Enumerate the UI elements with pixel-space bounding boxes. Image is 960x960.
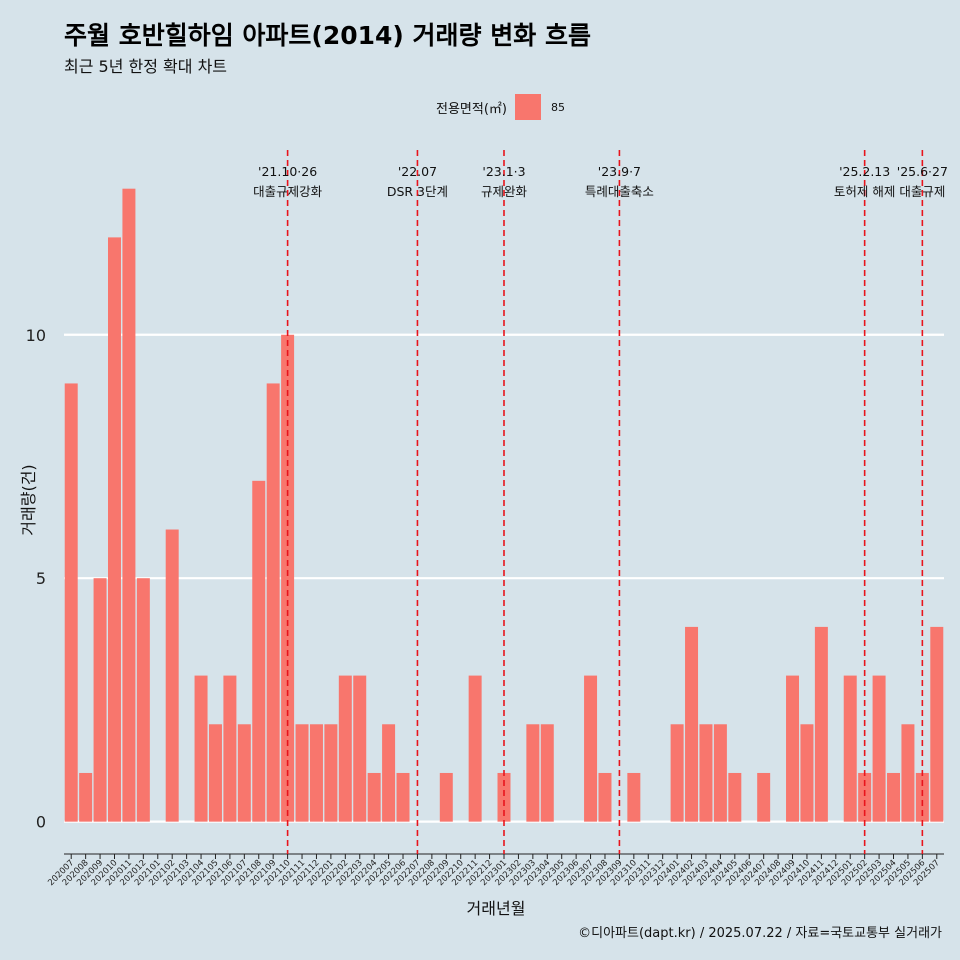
bar <box>598 772 612 822</box>
bar <box>728 772 742 822</box>
y-tick-label: 5 <box>36 569 46 588</box>
bar <box>108 237 121 822</box>
bar <box>64 383 78 822</box>
bar <box>266 383 280 822</box>
bar <box>93 578 107 822</box>
bar <box>814 626 828 822</box>
bar <box>930 626 944 822</box>
bar <box>540 724 554 822</box>
annotation-date: '22.07 <box>398 164 437 179</box>
bar <box>252 480 266 822</box>
y-axis-title: 거래량(건) <box>19 464 38 535</box>
bar <box>338 675 352 822</box>
bar <box>353 675 367 822</box>
bar <box>858 772 872 822</box>
bar <box>584 675 598 822</box>
bar <box>497 772 511 822</box>
bar <box>439 772 453 822</box>
bar <box>122 188 136 822</box>
chart-subtitle: 최근 5년 한정 확대 차트 <box>64 57 228 76</box>
bar <box>165 529 179 822</box>
bar <box>324 724 338 822</box>
bar <box>136 578 150 822</box>
bar <box>685 626 699 822</box>
bar <box>699 724 713 822</box>
legend: 전용면적(㎡) 85 <box>436 94 565 120</box>
bar <box>800 724 814 822</box>
bar <box>382 724 396 822</box>
bar <box>237 724 251 822</box>
y-tick-label: 0 <box>36 813 46 832</box>
bar <box>208 724 222 822</box>
bar <box>872 675 886 822</box>
bar <box>367 772 381 822</box>
bar <box>843 675 857 822</box>
bar <box>670 724 684 822</box>
annotation-label: DSR 3단계 <box>387 184 448 199</box>
bar <box>901 724 915 822</box>
bar <box>194 675 208 822</box>
bar <box>295 724 309 822</box>
x-axis-title: 거래년월 <box>467 899 526 918</box>
legend-label: 85 <box>550 100 565 114</box>
bar <box>887 772 900 822</box>
legend-title: 전용면적(㎡) <box>436 101 507 117</box>
annotation-label: 대출규제강화 <box>253 184 323 199</box>
chart-title: 주월 호반힐하임 아파트(2014) 거래량 변화 흐름 <box>64 21 591 50</box>
bar <box>79 772 93 822</box>
annotation-label: 규제완화 <box>481 184 528 199</box>
y-tick-label: 10 <box>26 326 46 345</box>
annotation-label: 토허제 해제 <box>834 184 895 199</box>
annotation-date: '25.6·27 <box>897 164 948 179</box>
legend-swatch <box>514 94 541 120</box>
annotation-date: '23.1·3 <box>482 164 525 179</box>
bar <box>627 772 641 822</box>
annotation-date: '21.10·26 <box>258 164 317 179</box>
annotation-date: '23.9·7 <box>598 164 641 179</box>
bar <box>223 675 237 822</box>
bar <box>396 772 410 822</box>
bar <box>786 675 800 822</box>
bar <box>526 724 540 822</box>
bar <box>468 675 482 822</box>
bar <box>309 724 323 822</box>
bar <box>281 334 295 822</box>
annotation-label: 특례대출축소 <box>585 184 654 199</box>
bar <box>713 724 727 822</box>
bar <box>757 772 771 822</box>
bar <box>915 772 929 822</box>
annotation-date: '25.2.13 <box>839 164 890 179</box>
annotation-label: 대출규제 <box>899 184 945 199</box>
chart-caption: ©디아파트(dapt.kr) / 2025.07.22 / 자료=국토교통부 실… <box>578 926 942 941</box>
